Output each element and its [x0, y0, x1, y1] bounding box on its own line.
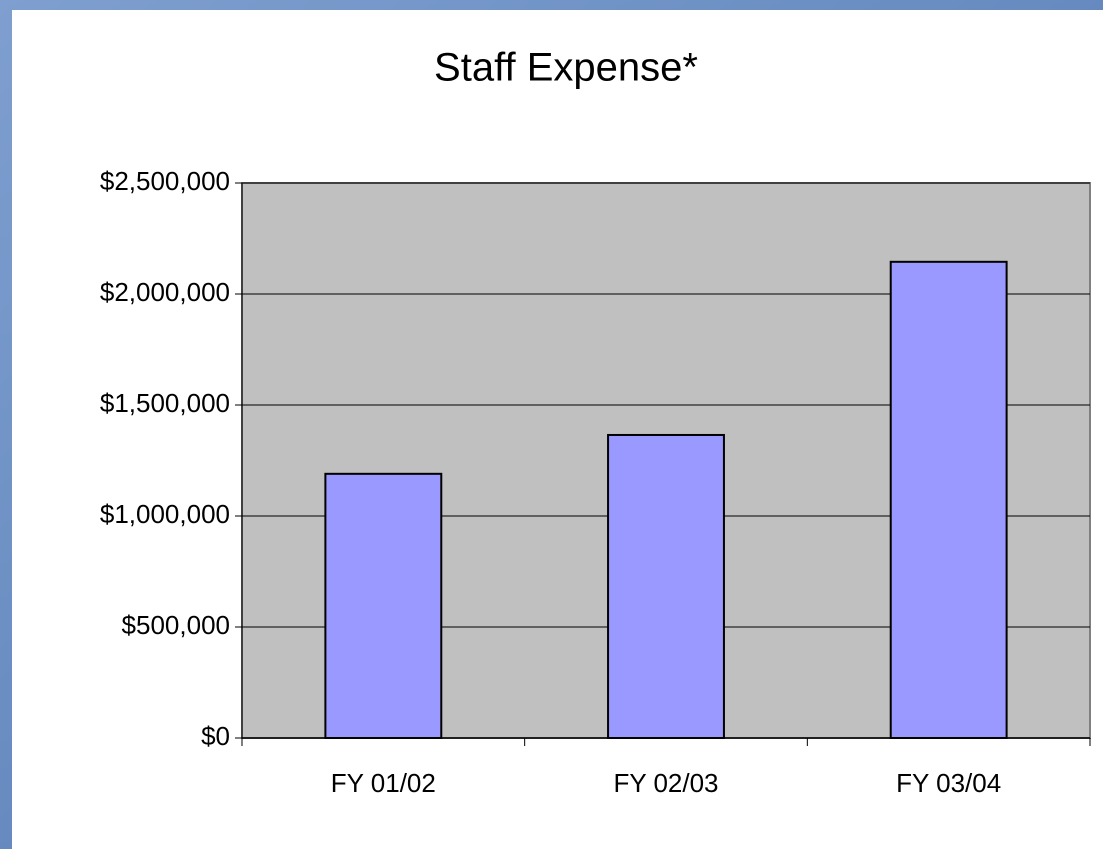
y-tick-label: $0 [201, 721, 230, 751]
y-tick-label: $1,000,000 [100, 499, 230, 529]
y-tick-label: $500,000 [122, 610, 230, 640]
bar [889, 260, 1008, 739]
chart-title: Staff Expense* [434, 46, 698, 90]
y-tick-label: $2,500,000 [100, 166, 230, 196]
bar [324, 472, 443, 739]
bar [607, 433, 725, 739]
x-tick-label: FY 03/04 [896, 768, 1001, 798]
y-tick-label: $1,500,000 [100, 388, 230, 418]
y-tick-label: $2,000,000 [100, 277, 230, 307]
x-tick-label: FY 01/02 [331, 768, 436, 798]
x-tick-label: FY 02/03 [613, 768, 718, 798]
